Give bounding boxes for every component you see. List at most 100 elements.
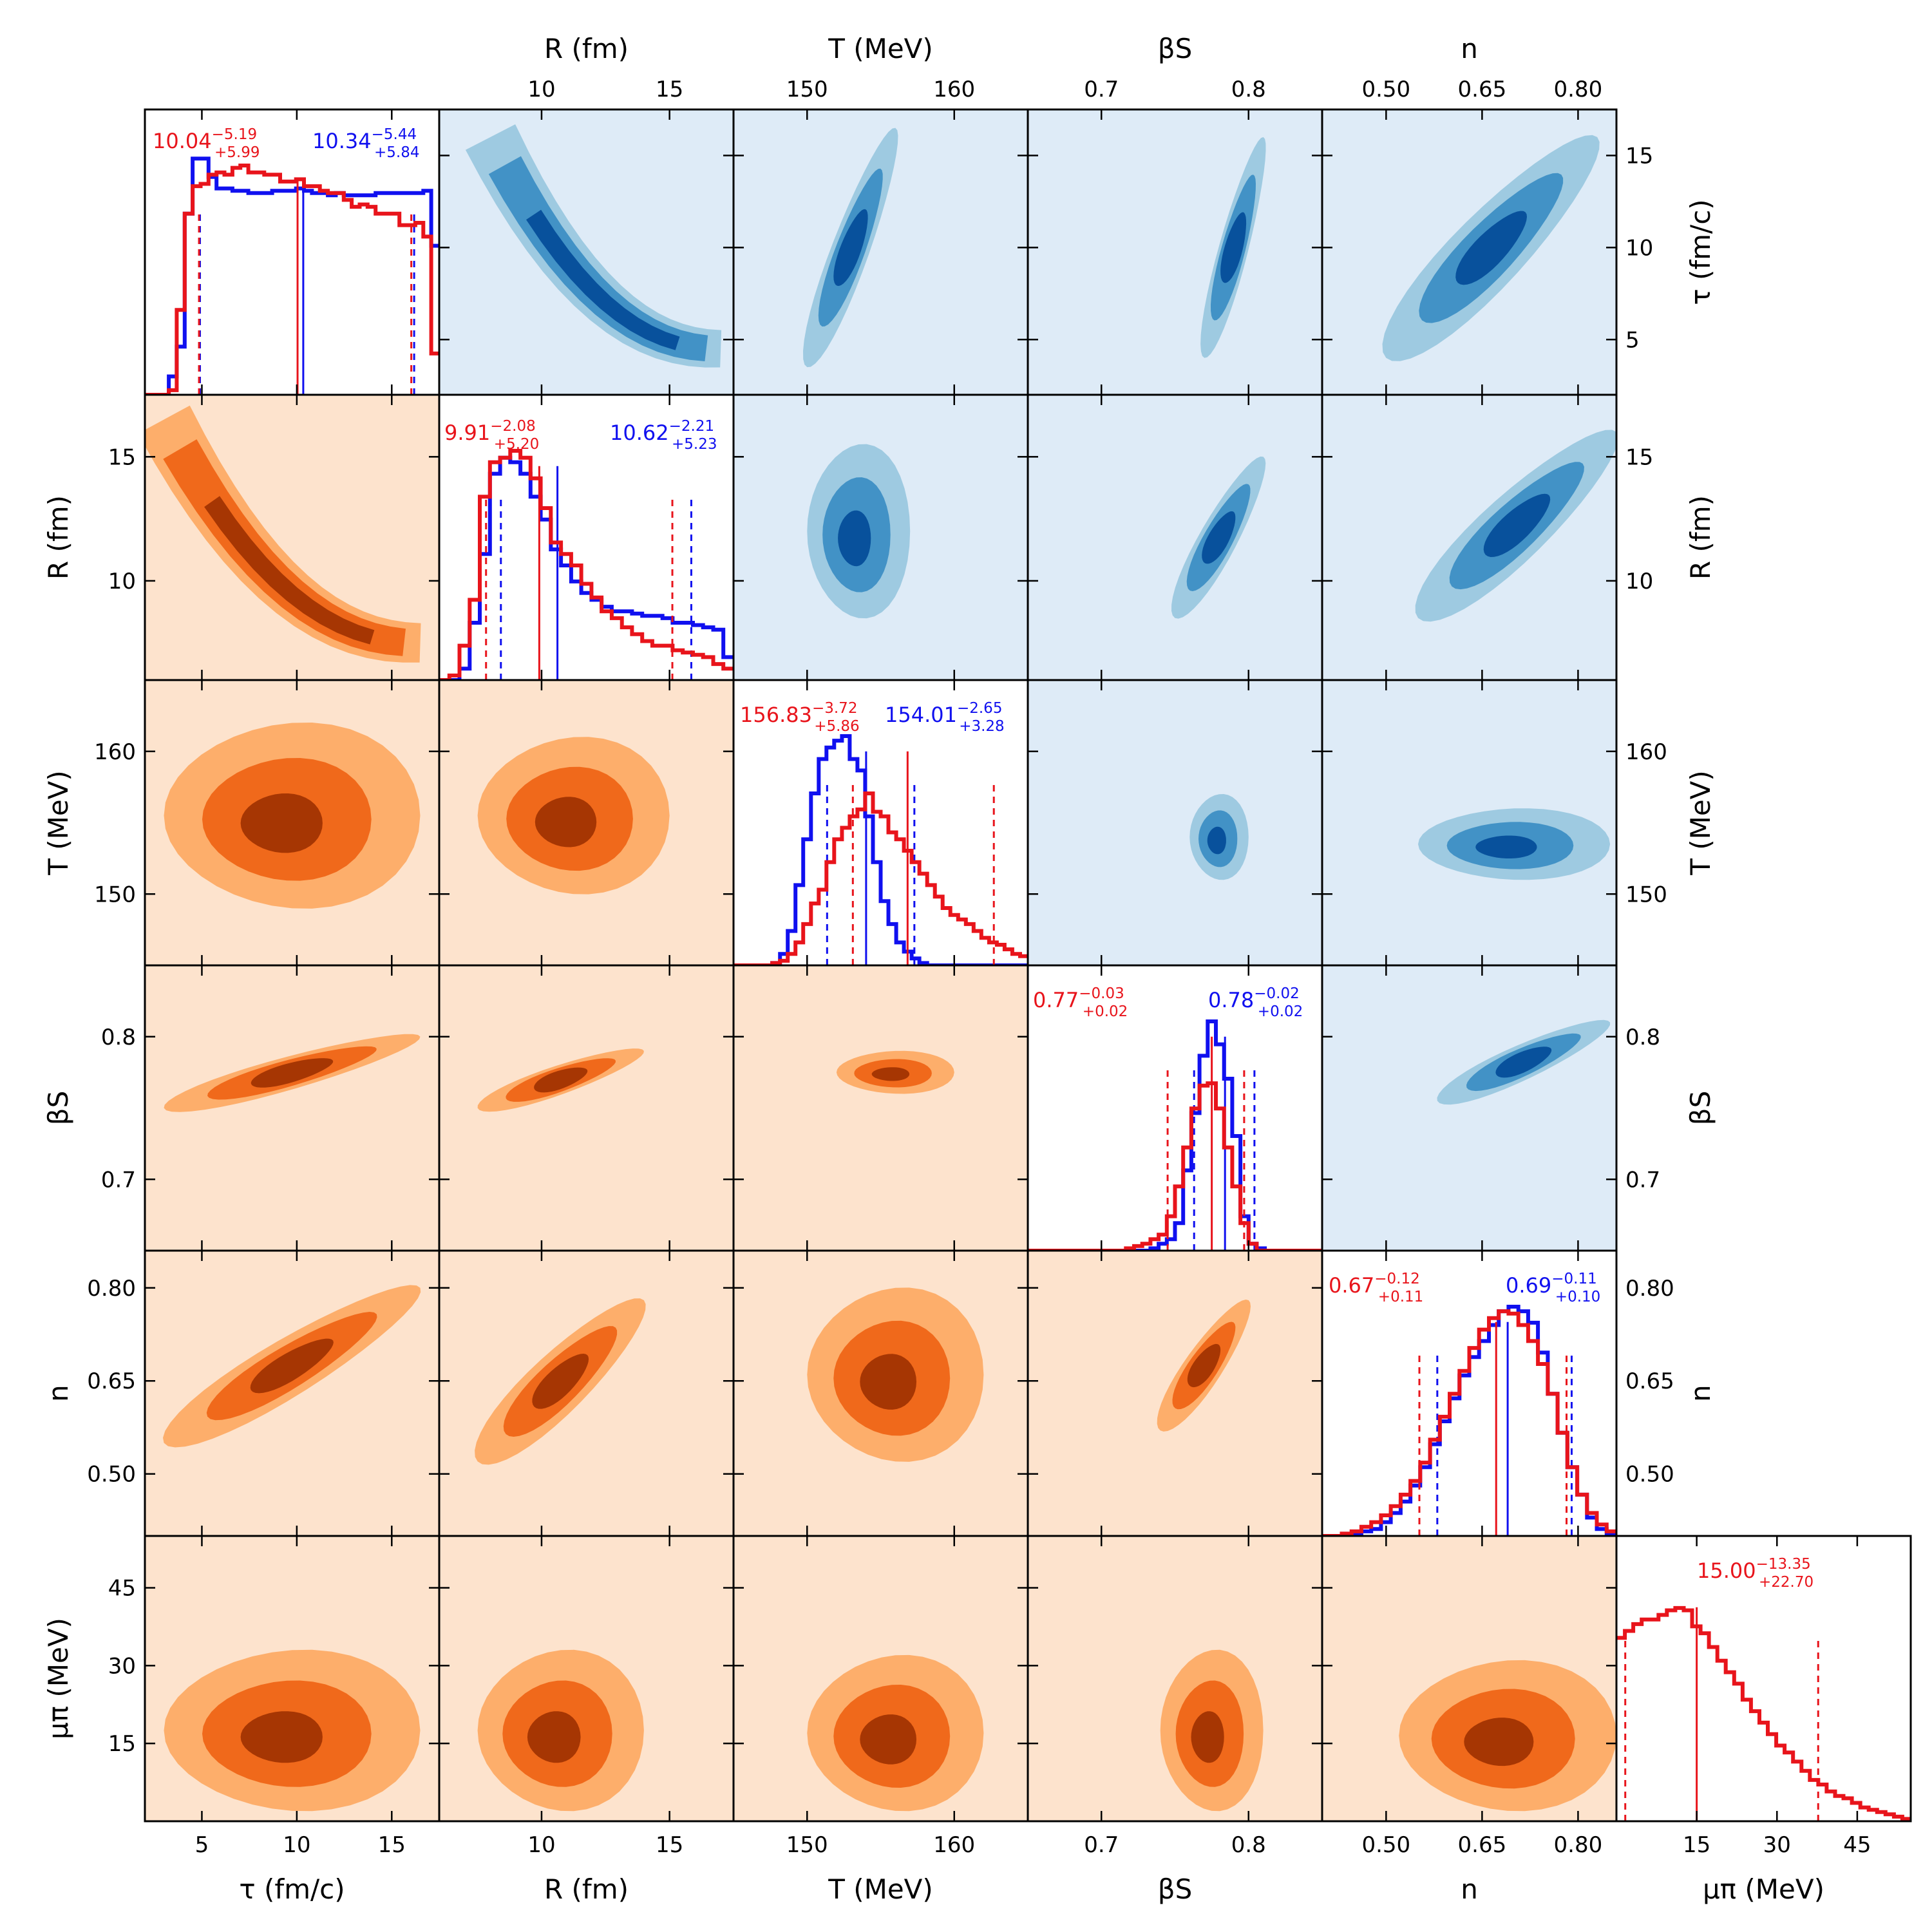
y-tick-label: 30 xyxy=(108,1653,136,1679)
x-tick-label: 0.50 xyxy=(1361,1832,1410,1858)
top-axis-label-T: T (MeV) xyxy=(828,33,933,64)
histogram-red xyxy=(734,791,1028,965)
panel-content xyxy=(145,395,439,680)
panel-content xyxy=(145,680,439,965)
panel-T-T: 156.83−3.72 +5.86 154.01−2.65 +3.28 xyxy=(732,679,1029,967)
panel-R-R: 9.91−2.08 +5.20 10.62−2.21 +5.23 xyxy=(438,393,735,681)
histogram-red xyxy=(145,164,439,395)
top-tick-label: 0.80 xyxy=(1554,77,1603,102)
right-tick-label: 5 xyxy=(1625,327,1640,353)
panel-R-tau xyxy=(144,393,440,681)
panel-content xyxy=(1322,109,1616,395)
contour-level-3 xyxy=(240,1711,323,1763)
panel-T-R xyxy=(438,679,735,967)
panel-content xyxy=(439,1536,734,1821)
panel-mu-mu: 15.00−13.35 +22.70 xyxy=(1615,1535,1912,1823)
panel-bg xyxy=(734,965,1028,1251)
contour-level-3 xyxy=(532,1354,589,1409)
top-tick-label: 0.50 xyxy=(1361,77,1410,102)
stat-label-red: 9.91−2.08 +5.20 xyxy=(444,418,539,453)
panel-content xyxy=(145,109,439,395)
contour-level-3 xyxy=(1207,826,1226,855)
contour-level-3 xyxy=(240,793,323,853)
panel-content xyxy=(1028,395,1322,680)
right-axis-label-tau: τ (fm/c) xyxy=(1685,199,1716,305)
x-axis-label-T: T (MeV) xyxy=(828,1873,933,1905)
panel-n-beta xyxy=(1027,1249,1323,1537)
right-tick-label: 0.80 xyxy=(1625,1276,1674,1302)
x-axis-label-tau: τ (fm/c) xyxy=(239,1873,345,1905)
stat-label-red: 0.67−0.12 +0.11 xyxy=(1329,1271,1423,1305)
x-tick-label: 0.7 xyxy=(1084,1832,1119,1858)
contour-level-3 xyxy=(860,1714,916,1765)
x-tick-label: 30 xyxy=(1763,1832,1791,1858)
contour-level-3 xyxy=(1202,511,1236,564)
top-tick-label: 150 xyxy=(786,77,828,102)
contour-level-3 xyxy=(535,797,597,848)
panel-frame xyxy=(1615,1535,1912,1823)
panel-content xyxy=(1322,1536,1616,1821)
right-tick-label: 0.7 xyxy=(1625,1167,1660,1193)
panel-tau-n xyxy=(1321,108,1618,396)
panel-content xyxy=(734,395,1028,680)
panel-bg xyxy=(1028,395,1322,680)
contour-level-3 xyxy=(838,510,871,567)
stat-label-blue: 10.34−5.44 +5.84 xyxy=(312,126,419,161)
y-tick-label: 15 xyxy=(108,1731,136,1757)
stat-label-red: 0.77−0.03 +0.02 xyxy=(1033,985,1128,1020)
panel-tau-R xyxy=(438,108,735,396)
right-tick-label: 15 xyxy=(1625,444,1653,470)
y-axis-label-n: n xyxy=(43,1385,74,1402)
y-axis-label-mu: μπ (MeV) xyxy=(43,1618,74,1739)
x-tick-label: 15 xyxy=(1683,1832,1710,1858)
contour-level-3 xyxy=(1220,212,1247,283)
y-axis-label-T: T (MeV) xyxy=(43,770,74,876)
y-tick-label: 160 xyxy=(94,739,136,765)
stat-label-blue: 0.69−0.11 +0.10 xyxy=(1506,1271,1600,1305)
x-tick-label: 15 xyxy=(378,1832,406,1858)
panel-bg xyxy=(734,680,1028,965)
panel-T-beta xyxy=(1027,679,1323,967)
panel-beta-n xyxy=(1321,964,1618,1252)
histogram-red xyxy=(1028,1081,1322,1251)
panel-beta-beta: 0.77−0.03 +0.02 0.78−0.02 +0.02 xyxy=(1027,964,1323,1252)
panel-n-n: 0.67−0.12 +0.11 0.69−0.11 +0.10 xyxy=(1321,1249,1618,1537)
panel-mu-tau xyxy=(144,1535,440,1823)
x-tick-label: 0.80 xyxy=(1554,1832,1603,1858)
panel-tau-beta xyxy=(1027,108,1323,396)
stat-label-red: 15.00−13.35 +22.70 xyxy=(1697,1556,1814,1591)
stat-label-blue: 0.78−0.02 +0.02 xyxy=(1208,985,1303,1020)
panel-beta-R xyxy=(438,964,735,1252)
contour-level-2 xyxy=(163,439,406,656)
panel-bg xyxy=(1322,965,1616,1251)
panel-n-R xyxy=(438,1249,735,1537)
panel-content xyxy=(145,1251,439,1536)
right-axis-label-n: n xyxy=(1685,1385,1716,1402)
x-tick-label: 15 xyxy=(656,1832,683,1858)
top-axis-label-R: R (fm) xyxy=(544,33,629,64)
right-axis-label-T: T (MeV) xyxy=(1685,770,1716,876)
contour-level-3 xyxy=(860,1354,916,1410)
top-tick-label: 15 xyxy=(656,77,683,102)
x-tick-label: 5 xyxy=(195,1832,209,1858)
panel-R-n xyxy=(1321,393,1618,681)
right-tick-label: 0.50 xyxy=(1625,1462,1674,1488)
contour-level-3 xyxy=(1495,1046,1552,1078)
top-tick-label: 0.65 xyxy=(1458,77,1507,102)
x-axis-label-n: n xyxy=(1461,1873,1478,1905)
panel-R-T xyxy=(732,393,1029,681)
panel-content xyxy=(1322,395,1616,680)
right-tick-label: 0.65 xyxy=(1625,1368,1674,1394)
panel-n-tau xyxy=(144,1249,440,1537)
top-axis-label-n: n xyxy=(1461,33,1478,64)
contour-level-3 xyxy=(526,209,680,350)
panel-content xyxy=(439,680,734,965)
y-tick-label: 10 xyxy=(108,569,136,594)
panel-bg xyxy=(1616,1536,1911,1821)
contour-level-3 xyxy=(1187,1343,1221,1388)
panel-content xyxy=(1322,965,1616,1251)
contour-level-3 xyxy=(250,1338,334,1394)
contour-level-3 xyxy=(1191,1711,1224,1763)
y-tick-label: 45 xyxy=(108,1576,136,1602)
